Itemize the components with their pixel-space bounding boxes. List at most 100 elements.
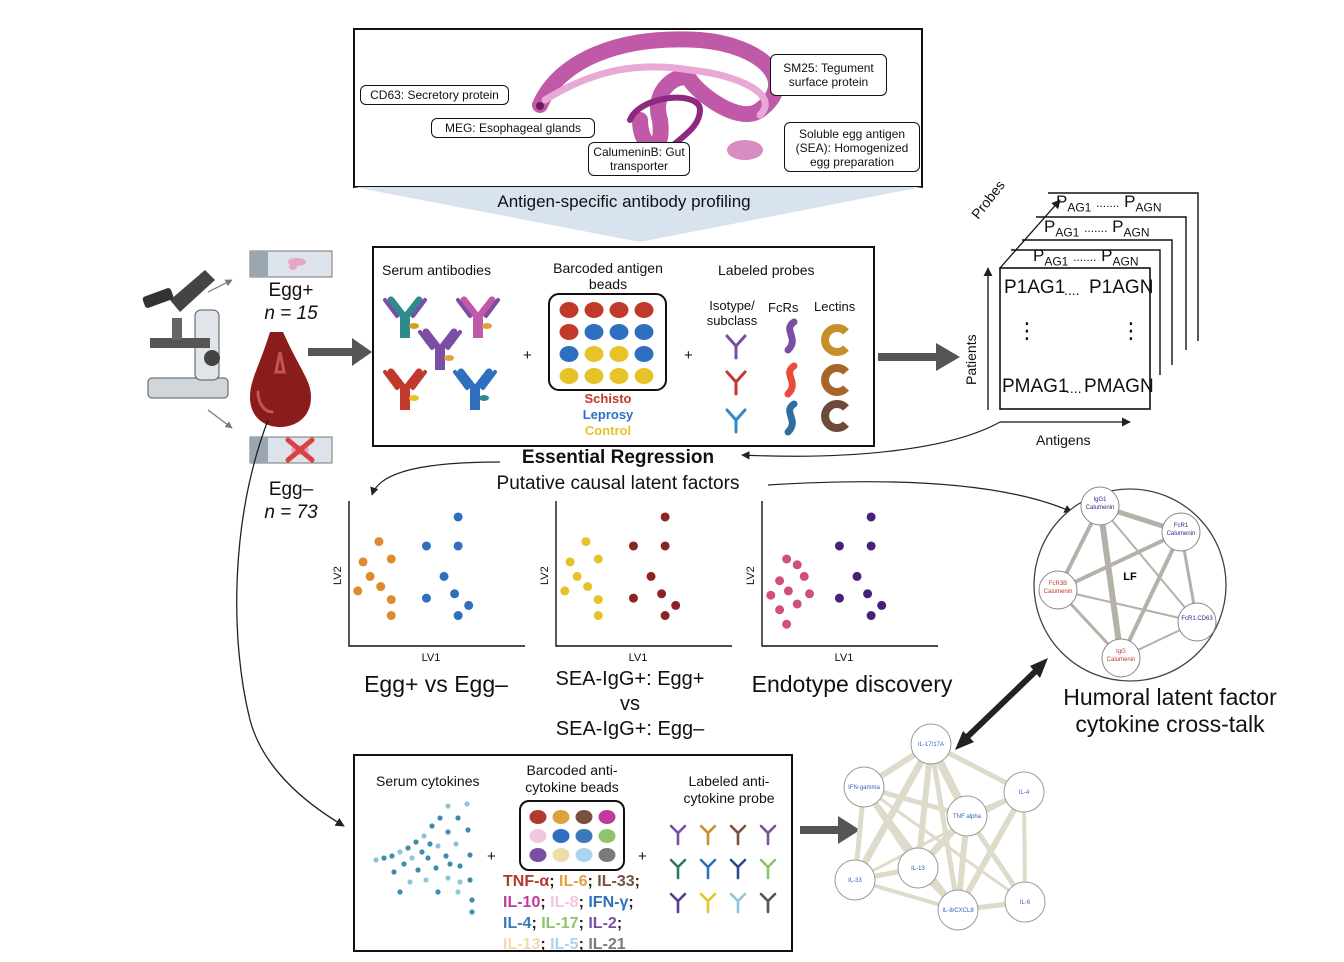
crosstalk-arrow [959,664,1043,745]
plus-2: + [684,347,693,364]
lf-node-label: Calumenin [1044,589,1073,595]
scatter-caption-2b: vs [620,693,640,715]
scatter-point [671,600,681,610]
scatter-point [353,586,363,596]
scatter-point [792,560,802,570]
cytokine-dot [445,875,451,881]
scatter-plot [348,501,525,647]
scatter-point [421,593,431,603]
arrow-er-to-scatter [370,461,501,496]
arrow-blood-to-cytokine [236,419,345,827]
scatter-point [657,589,667,599]
tensor-layer-row-3: PAG1 ....... PAGN [1056,192,1162,215]
tensor-cell-tl: P1AG1 [1004,277,1066,298]
scatter-ylabel: LV2 [745,566,757,585]
plus-1: + [523,347,532,364]
scatter-xlabel: LV1 [421,652,441,664]
scatter-point [464,600,474,610]
probe-icons [725,318,849,436]
scatter-point [386,554,396,564]
cytokine-bead [598,829,616,843]
anti-cytokine-probe [699,892,717,914]
tensor-patients-label: Patients [963,334,979,385]
cytokine-dot [445,829,451,835]
lf-node: FcR1.CD63 [1177,602,1217,642]
cytokine-bead [552,810,570,824]
bead-plate [548,293,667,391]
lf-node-label: Calumenin [1107,657,1136,663]
cytokine-network-node: IL-13 [897,847,939,889]
scatter-point [863,589,873,599]
cytokine-dot [405,845,411,851]
anti-cytokine-probe [759,858,777,880]
lf-node: IgG1 Calumenin [1080,486,1120,526]
cytokine-name: IL-33 [597,873,635,890]
profiling-funnel [354,187,922,242]
scatter-point [450,589,460,599]
scatter-point [628,541,638,551]
scatter-caption-2a: SEA-IgG+: Egg+ [555,668,705,690]
scatter-ylabel: LV2 [332,566,344,585]
scatter-point [453,541,463,551]
antigen-bead [634,324,654,340]
callout-sm25: SM25: Tegument surface protein [770,54,887,96]
cytokine-dot [407,879,413,885]
cytokine-network-label: IL-17/17A [918,742,944,748]
legend-schisto: Schisto [584,391,632,406]
cytokine-dot [397,849,403,855]
antigen-bead [559,302,579,318]
lectin-probe-icon [821,400,849,432]
scatter-point [792,599,802,609]
cytokine-dot [457,879,463,885]
antigen-bead [559,368,579,384]
data-tensor [983,192,1199,427]
serum-antibody-icons [383,296,500,410]
cytokine-network-label: IL-33 [848,878,862,884]
egg-neg-label: Egg– [268,479,314,500]
isotype-probe-icon [725,334,747,360]
fcr-probe-icon [784,400,798,436]
anti-cytokine-probe [729,824,747,846]
cytokine-bead [552,848,570,862]
lf-caption-1: Humoral latent factor [1063,684,1277,710]
egg-pos-label: Egg+ [268,280,314,301]
cytokine-dot [465,827,471,833]
cytokine-dot [455,815,461,821]
cytokine-name: IL-2 [588,915,617,932]
scatter-point [646,571,656,581]
scatter-xlabel: LV1 [628,652,648,664]
cytokine-dot [427,841,433,847]
scatter-point [593,595,603,605]
lectin-probe-icon [821,364,849,396]
cytokine-name: IL-10 [503,894,541,911]
callout-calumeninb: CalumeninB: Gut transporter [588,142,690,176]
antigen-bead [634,346,654,362]
tensor-antigens-label: Antigens [1036,432,1091,448]
cytokine-dot [437,815,443,821]
cytokine-network-node: IFN-gamma [843,766,885,808]
lectins-label: Lectins [814,299,856,314]
tensor-vdots-right: ⋮ [1120,318,1142,343]
scatter-point [581,537,591,547]
anti-cytokine-probe [699,858,717,880]
cytokine-dot [435,889,441,895]
antigen-bead [584,368,604,384]
scatter-point [852,571,862,581]
cytokine-list: TNF-α; IL-6; IL-33; IL-10; IL-8; IFN-γ; IL… [503,873,640,953]
antigen-bead [634,368,654,384]
antigen-bead [559,324,579,340]
cytokine-name: IL-17 [541,915,579,932]
cytokine-dot [421,833,427,839]
antigen-bead [609,302,629,318]
cytokine-network-label: TNF alpha [953,814,982,820]
scatter-plot [555,501,732,647]
tensor-cell-bl: PMAG1 [1002,376,1069,397]
lf-node: IgG Calumenin [1101,638,1141,678]
cytokine-dot [435,843,441,849]
serum-cytokine-dots [373,801,475,915]
scatter-caption-2c: SEA-IgG+: Egg– [555,718,705,740]
cytokine-network-node: IL-33 [834,859,876,901]
schistosome-worm-image [532,31,784,173]
cytokine-dot [415,867,421,873]
scatter-point [572,571,582,581]
